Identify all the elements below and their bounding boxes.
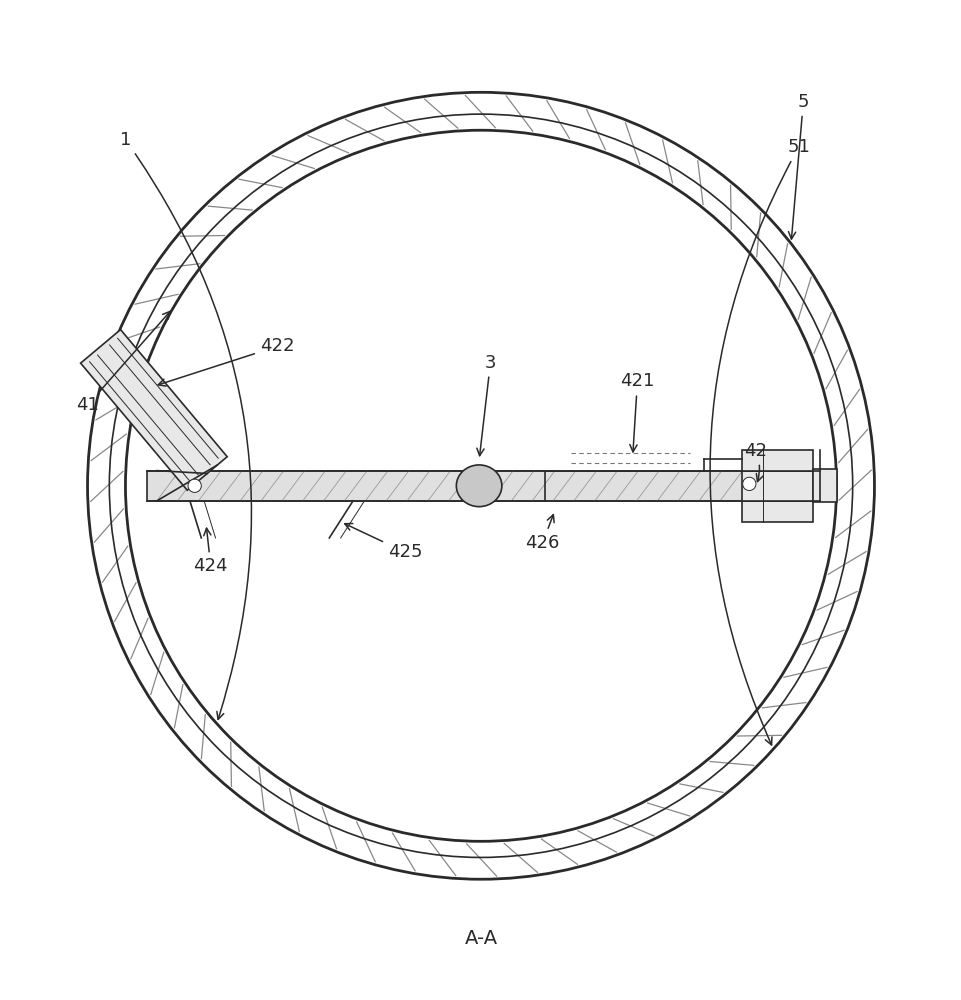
Text: A-A: A-A (464, 929, 497, 948)
Ellipse shape (456, 465, 502, 507)
Text: 426: 426 (525, 515, 559, 552)
Bar (741, 450, 812, 522)
Bar (147, 471, 820, 501)
Text: 5: 5 (788, 93, 808, 239)
Text: 425: 425 (344, 524, 422, 561)
Polygon shape (81, 330, 227, 490)
Circle shape (187, 479, 201, 492)
Text: 424: 424 (193, 528, 228, 575)
Circle shape (125, 130, 836, 841)
Text: 41: 41 (76, 311, 170, 414)
Text: 1: 1 (120, 131, 251, 719)
Text: 42: 42 (744, 442, 767, 482)
Text: 422: 422 (158, 337, 294, 386)
Text: 421: 421 (620, 372, 653, 452)
Text: 3: 3 (477, 354, 496, 456)
Circle shape (742, 477, 755, 491)
Circle shape (87, 92, 874, 879)
Bar (812, 469, 836, 502)
Text: 51: 51 (709, 138, 809, 745)
